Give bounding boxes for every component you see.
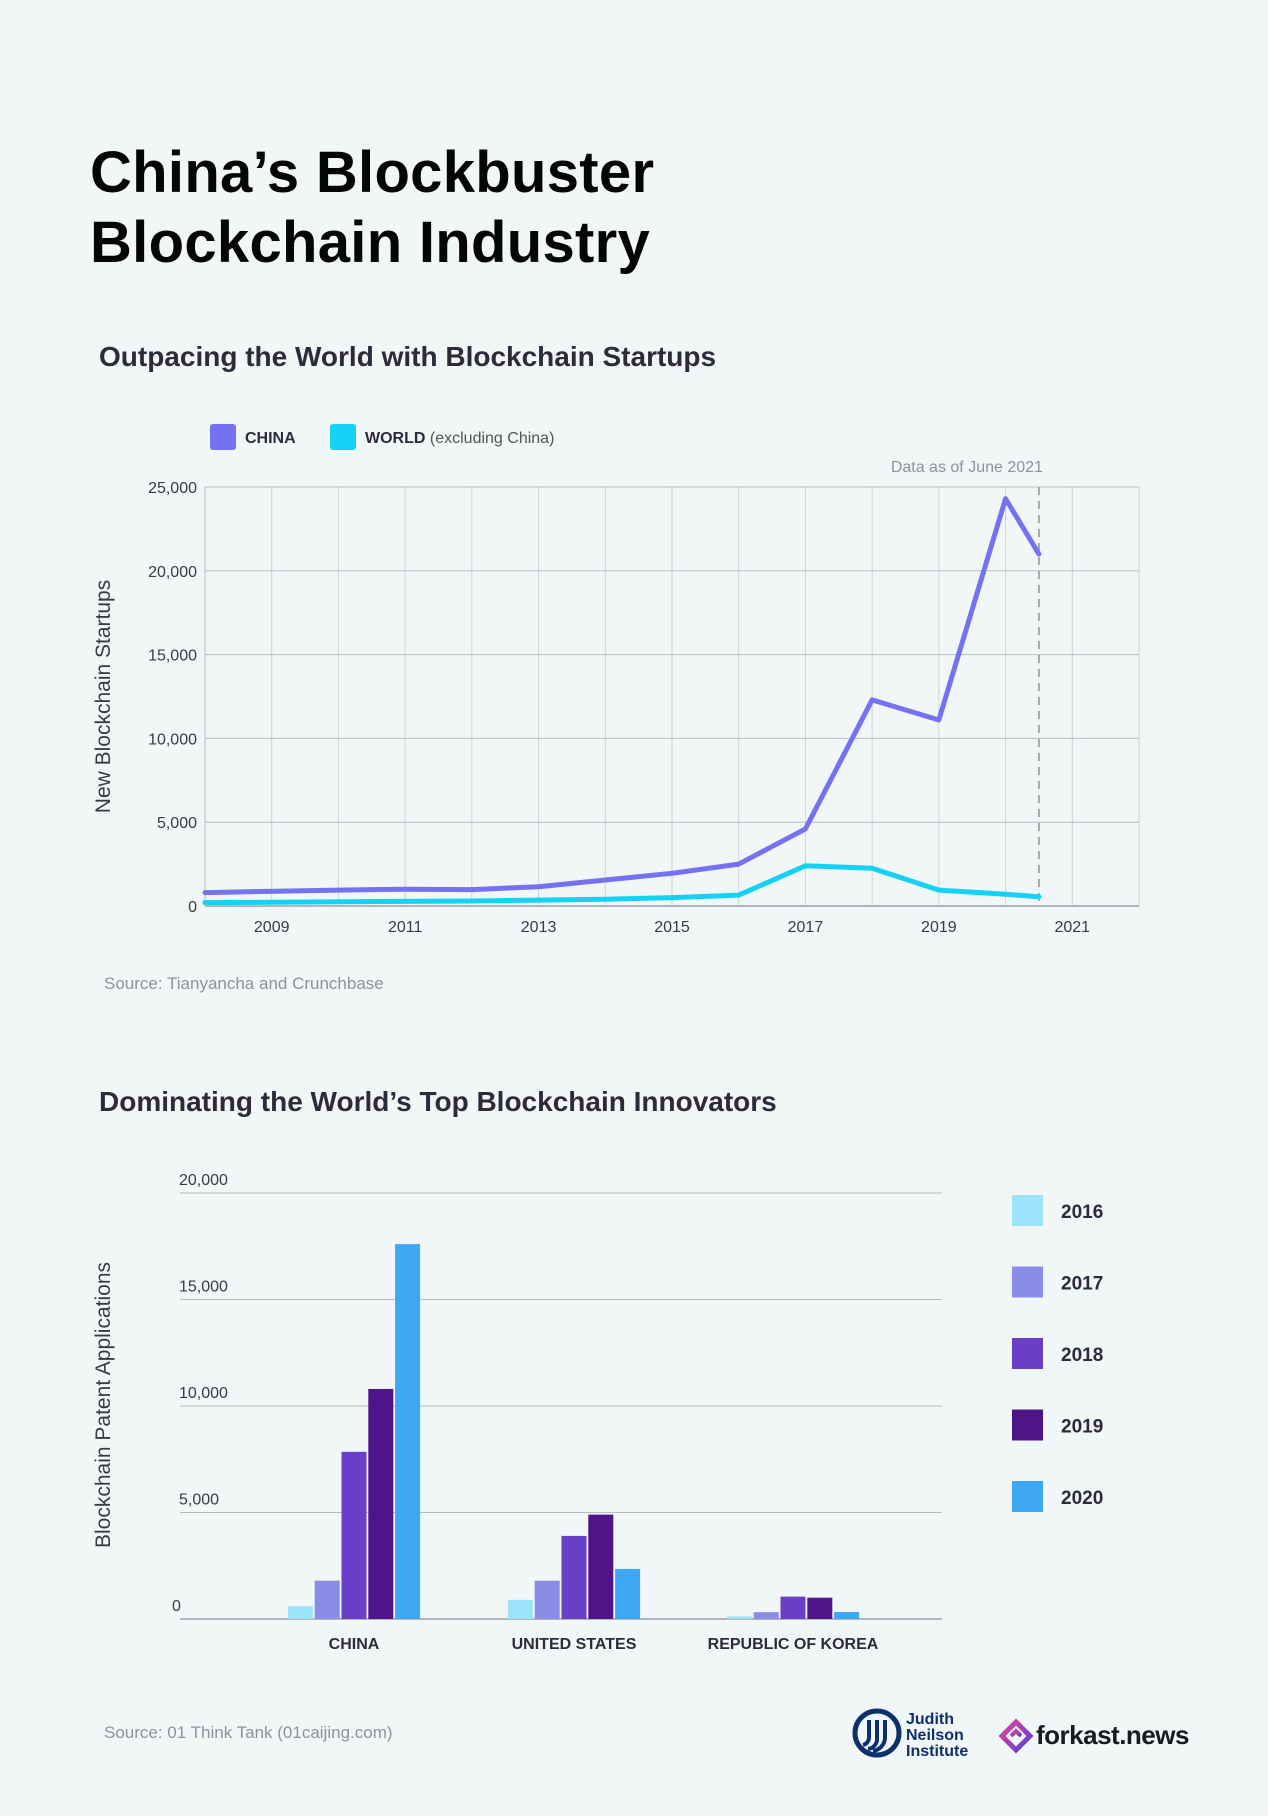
x-tick-label: 2009 bbox=[254, 919, 290, 936]
legend-label-2016: 2016 bbox=[1061, 1202, 1103, 1223]
y-tick-label: 15,000 bbox=[179, 1279, 228, 1296]
x-tick-label: 2017 bbox=[788, 919, 824, 936]
bar-republic-of-korea-2018 bbox=[780, 1596, 806, 1619]
y-tick-label: 0 bbox=[188, 899, 197, 916]
main-title: China’s Blockbuster Blockchain Industry bbox=[90, 138, 654, 278]
legend-label-world: WORLD (excluding China) bbox=[365, 430, 554, 447]
y-axis-label: New Blockchain Startups bbox=[92, 580, 115, 813]
y-tick-label: 15,000 bbox=[148, 648, 197, 665]
annotation-text: Data as of June 2021 bbox=[891, 459, 1043, 476]
bar-china-2017 bbox=[314, 1580, 340, 1619]
bar-china-2019 bbox=[368, 1388, 394, 1619]
legend-swatch-china bbox=[210, 424, 236, 450]
y-tick-label: 25,000 bbox=[148, 480, 197, 497]
x-tick-label: 2013 bbox=[521, 919, 557, 936]
bar-republic-of-korea-2017 bbox=[753, 1612, 779, 1619]
bar-china-2020 bbox=[395, 1244, 421, 1619]
bar-republic-of-korea-2020 bbox=[834, 1611, 860, 1619]
category-label: CHINA bbox=[329, 1636, 380, 1653]
series-line-china bbox=[202, 496, 1042, 896]
jni-line-2: Neilson bbox=[906, 1727, 964, 1744]
category-label: UNITED STATES bbox=[512, 1636, 637, 1653]
startups-section-title: Outpacing the World with Blockchain Star… bbox=[99, 341, 717, 372]
main-title-line-2: Blockchain Industry bbox=[90, 210, 651, 275]
x-tick-label: 2021 bbox=[1054, 919, 1090, 936]
legend-swatch-2016 bbox=[1012, 1195, 1043, 1226]
main-title-line-1: China’s Blockbuster bbox=[90, 140, 655, 205]
x-tick-label: 2019 bbox=[921, 919, 957, 936]
bar-china-2018 bbox=[341, 1451, 367, 1619]
y-tick-label: 5,000 bbox=[179, 1492, 219, 1509]
bar-united-states-2019 bbox=[588, 1514, 614, 1619]
bar-united-states-2016 bbox=[507, 1599, 533, 1619]
bar-united-states-2020 bbox=[615, 1568, 641, 1619]
bar-china-2016 bbox=[287, 1606, 313, 1619]
y-tick-label: 5,000 bbox=[157, 815, 197, 832]
jni-line-3: Institute bbox=[906, 1743, 969, 1760]
y-tick-label: 20,000 bbox=[148, 564, 197, 581]
jni-mark-icon bbox=[852, 1708, 902, 1758]
y-tick-label: 10,000 bbox=[179, 1385, 228, 1402]
jni-line-1: Judith bbox=[906, 1711, 954, 1728]
category-label: REPUBLIC OF KOREA bbox=[708, 1636, 879, 1653]
legend-label-2019: 2019 bbox=[1061, 1417, 1103, 1438]
bar-united-states-2017 bbox=[534, 1580, 560, 1619]
startups-line-chart: CHINA WORLD (excluding China) 0 5,000 10,000… bbox=[92, 424, 1140, 936]
x-tick-label: 2015 bbox=[654, 919, 690, 936]
series-line-world bbox=[202, 863, 1042, 906]
legend-label-2020: 2020 bbox=[1061, 1488, 1103, 1509]
y-tick-label: 20,000 bbox=[179, 1172, 228, 1189]
legend-swatch-world bbox=[330, 424, 356, 450]
patents-section-title: Dominating the World’s Top Blockchain In… bbox=[99, 1086, 777, 1117]
bar-republic-of-korea-2016 bbox=[726, 1616, 752, 1619]
jni-wordmark: Judith Neilson Institute bbox=[906, 1712, 968, 1760]
partner-logos: Judith Neilson Institute forkast.news bbox=[852, 1706, 1192, 1762]
legend-label-2017: 2017 bbox=[1061, 1274, 1103, 1295]
startups-source: Source: Tianyancha and Crunchbase bbox=[104, 974, 384, 993]
legend-swatch-2018 bbox=[1012, 1338, 1043, 1369]
legend-swatch-2020 bbox=[1012, 1481, 1043, 1512]
forkast-mark-icon bbox=[998, 1718, 1034, 1754]
legend-label-suffix: (excluding China) bbox=[425, 430, 554, 447]
bar-united-states-2018 bbox=[561, 1535, 587, 1619]
forkast-news-logo: forkast.news bbox=[998, 1716, 1200, 1756]
legend-swatch-2017 bbox=[1012, 1266, 1043, 1298]
legend-label-2018: 2018 bbox=[1061, 1345, 1103, 1366]
judith-neilson-institute-logo: Judith Neilson Institute bbox=[852, 1708, 1002, 1762]
bar-republic-of-korea-2019 bbox=[807, 1597, 833, 1619]
forkast-wordmark: forkast.news bbox=[1036, 1720, 1189, 1750]
y-tick-label: 0 bbox=[172, 1598, 181, 1615]
legend-label-china: CHINA bbox=[245, 430, 296, 447]
legend-swatch-2019 bbox=[1012, 1409, 1043, 1441]
y-tick-label: 10,000 bbox=[148, 731, 197, 748]
patents-bar-chart: 0 5,000 10,000 15,000 20,000 Blockchain Paten… bbox=[92, 1172, 1103, 1653]
x-tick-label: 2011 bbox=[388, 919, 423, 936]
patents-source: Source: 01 Think Tank (01caijing.com) bbox=[104, 1723, 393, 1742]
y-axis-label: Blockchain Patent Applications bbox=[92, 1262, 115, 1548]
